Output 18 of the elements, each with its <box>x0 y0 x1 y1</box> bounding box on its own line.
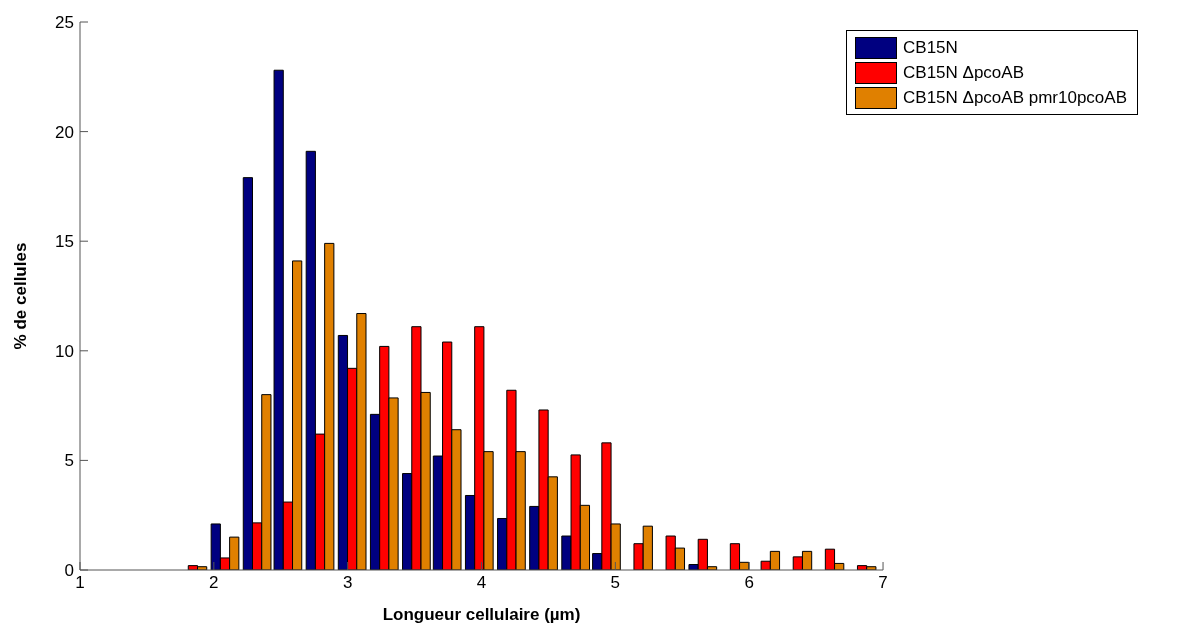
x-tick-label: 3 <box>342 573 353 593</box>
x-tick-label: 1 <box>75 573 85 593</box>
x-tick-label: 6 <box>744 573 754 593</box>
legend-label: CB15N ΔpcoAB pmr10pcoAB <box>903 87 1127 108</box>
x-tick-label: 4 <box>476 573 487 593</box>
y-axis-title: % de cellules <box>11 242 31 350</box>
legend-label: CB15N ΔpcoAB <box>903 62 1024 83</box>
y-tick-label: 5 <box>64 451 74 471</box>
y-tick-label: 20 <box>55 122 74 142</box>
x-tick-label: 5 <box>610 573 621 593</box>
x-axis-title: Longueur cellulaire (µm) <box>382 605 581 624</box>
x-tick-label: 2 <box>209 573 219 593</box>
y-tick-label: 15 <box>55 232 74 252</box>
legend-label: CB15N <box>903 37 958 58</box>
y-tick-label: 10 <box>55 341 74 361</box>
y-tick-label: 25 <box>55 13 74 33</box>
x-tick-label: 7 <box>878 573 888 593</box>
y-tick-label: 0 <box>64 561 74 581</box>
